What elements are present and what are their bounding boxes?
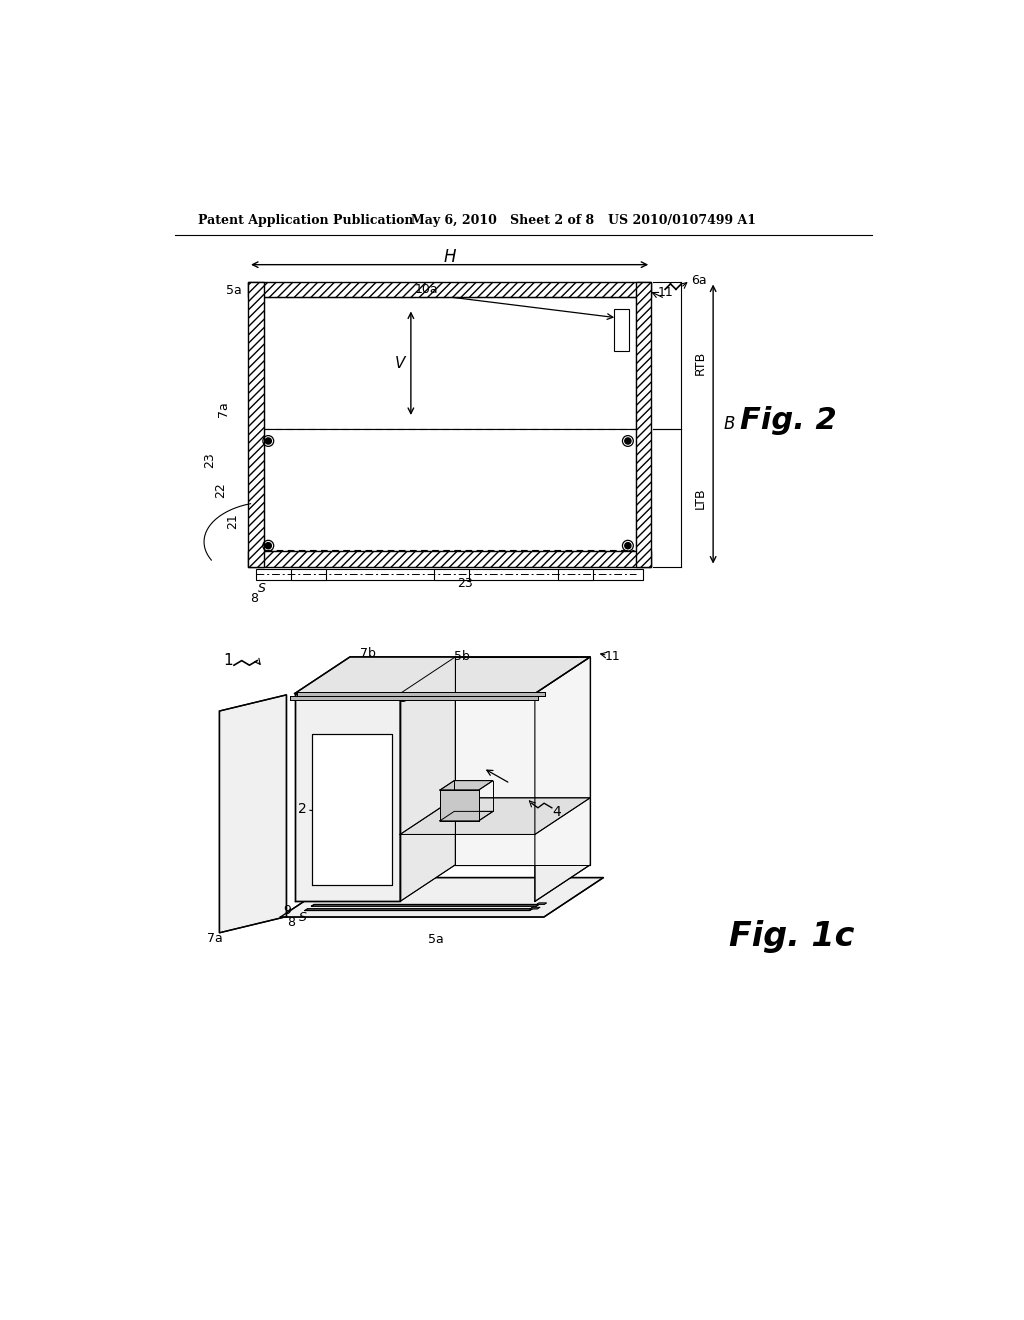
Bar [434,569,469,579]
Circle shape [265,438,271,444]
Polygon shape [281,878,603,917]
Polygon shape [290,696,538,700]
Circle shape [265,543,271,549]
Circle shape [625,543,631,549]
Polygon shape [400,797,590,834]
Text: 2: 2 [298,803,307,816]
Bar [614,309,630,351]
Text: Patent Application Publication: Patent Application Publication [198,214,414,227]
Text: 6a: 6a [691,273,707,286]
Polygon shape [295,657,590,693]
Text: US 2010/0107499 A1: US 2010/0107499 A1 [608,214,757,227]
Polygon shape [440,780,493,791]
Text: 7b: 7b [359,647,376,660]
Bar [263,429,636,552]
Polygon shape [400,657,456,902]
Text: Fig. 2: Fig. 2 [740,405,837,434]
Polygon shape [297,692,545,696]
Text: 7a: 7a [208,932,223,945]
Text: 5b: 5b [454,651,470,663]
Text: S: S [258,582,266,594]
Bar [291,569,326,579]
Text: RTB: RTB [693,351,707,375]
Polygon shape [537,903,547,904]
Text: 22: 22 [214,482,227,498]
Text: 4: 4 [552,805,561,818]
Circle shape [625,438,631,444]
Text: 8: 8 [288,916,295,929]
Polygon shape [456,657,590,865]
Text: 5a: 5a [428,933,443,946]
Bar [248,552,651,566]
Text: 7a: 7a [217,401,229,417]
Text: 5a: 5a [226,284,242,297]
Polygon shape [295,693,400,902]
Polygon shape [440,791,478,821]
Polygon shape [529,907,540,909]
Text: 8: 8 [250,593,258,606]
Polygon shape [219,694,287,933]
Polygon shape [350,657,590,865]
Text: 9: 9 [283,904,291,917]
Text: B: B [724,414,735,433]
Bar [558,569,593,579]
Polygon shape [535,657,590,902]
Bar [248,281,263,566]
Bar [248,281,651,297]
Text: 23: 23 [203,451,216,467]
Text: LTB: LTB [693,487,707,508]
Text: Fig. 1c: Fig. 1c [729,920,854,953]
Text: 11: 11 [657,286,673,298]
Polygon shape [311,734,391,884]
Text: 11: 11 [604,651,621,664]
Text: S: S [299,911,307,924]
Bar [636,281,651,566]
Text: S: S [399,693,408,705]
Text: 23: 23 [458,577,473,590]
Bar [263,297,636,429]
Bar [256,569,643,579]
Text: 21: 21 [226,512,240,528]
Text: 10a: 10a [415,282,438,296]
Polygon shape [311,904,539,907]
Text: 1: 1 [223,653,232,668]
Text: May 6, 2010   Sheet 2 of 8: May 6, 2010 Sheet 2 of 8 [411,214,594,227]
Text: V: V [395,355,406,371]
Polygon shape [305,908,532,911]
Polygon shape [440,812,493,821]
Text: H: H [443,248,456,265]
